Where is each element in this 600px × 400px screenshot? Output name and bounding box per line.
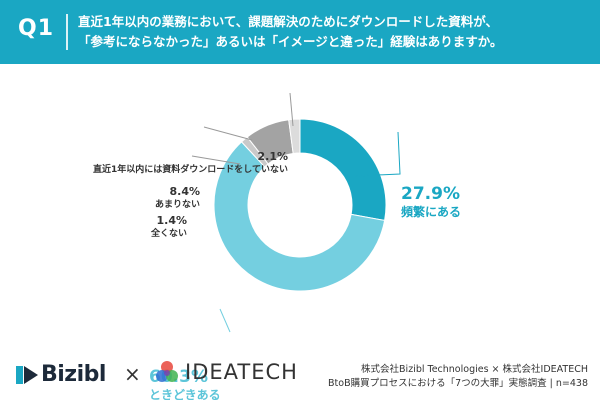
slice-sometimes (213, 141, 386, 292)
label-rarely: 8.4% あまりない (100, 185, 200, 211)
leader-frequently (354, 131, 401, 177)
collab-times-sign: × (124, 362, 141, 386)
footer: Bizibl × IDEATECH 株式会社Bizibl Technologie… (0, 350, 600, 400)
label-never: 1.4% 全くない (100, 214, 187, 240)
question-number: Q1 (18, 16, 55, 41)
leader-no-download (289, 92, 294, 127)
question-header: Q1 直近1年以内の業務において、課題解決のためにダウンロードした資料が、 「参… (0, 0, 600, 64)
label-never-value: 1.4% (156, 214, 187, 227)
leader-sometimes (219, 308, 231, 333)
leader-never (191, 155, 241, 165)
donut-chart-svg (191, 92, 401, 333)
leader-rarely (203, 126, 253, 141)
label-sometimes-name: ときどきある (149, 388, 221, 400)
label-no-download-value: 2.1% (257, 150, 288, 163)
donut-chart: 2.1% 直近1年以内には資料ダウンロードをしていない 8.4% あまりない 1… (0, 64, 600, 400)
label-rarely-name: あまりない (154, 200, 200, 210)
source-line-2: BtoB購買プロセスにおける「7つの大罪」実態調査 | n=438 (328, 378, 588, 389)
label-frequently-name: 頻繁にある (401, 205, 462, 219)
bizibl-logo-icon (16, 365, 38, 384)
header-divider (66, 14, 68, 50)
label-rarely-value: 8.4% (169, 185, 200, 198)
bizibl-logo: Bizibl (16, 362, 106, 387)
source-note: 株式会社Bizibl Technologies × 株式会社IDEATECH B… (328, 363, 588, 391)
ideatech-logo-icon (156, 361, 178, 382)
question-text: 直近1年以内の業務において、課題解決のためにダウンロードした資料が、 「参考にな… (78, 12, 588, 52)
question-line-1: 直近1年以内の業務において、課題解決のためにダウンロードした資料が、 (78, 14, 498, 29)
bizibl-logo-text: Bizibl (41, 362, 106, 387)
label-never-name: 全くない (150, 229, 187, 239)
label-no-download-name: 直近1年以内には資料ダウンロードをしていない (93, 165, 288, 175)
source-line-1: 株式会社Bizibl Technologies × 株式会社IDEATECH (361, 364, 588, 375)
ideatech-logo: IDEATECH (155, 360, 298, 384)
ideatech-logo-text: IDEATECH (185, 360, 298, 384)
label-frequently-value: 27.9% (401, 184, 460, 204)
slice-frequently (299, 118, 387, 222)
question-line-2: 「参考にならなかった」あるいは「イメージと違った」経験はありますか。 (78, 34, 503, 49)
label-no-download: 2.1% 直近1年以内には資料ダウンロードをしていない (64, 150, 288, 176)
label-frequently: 27.9% 頻繁にある (401, 184, 461, 220)
